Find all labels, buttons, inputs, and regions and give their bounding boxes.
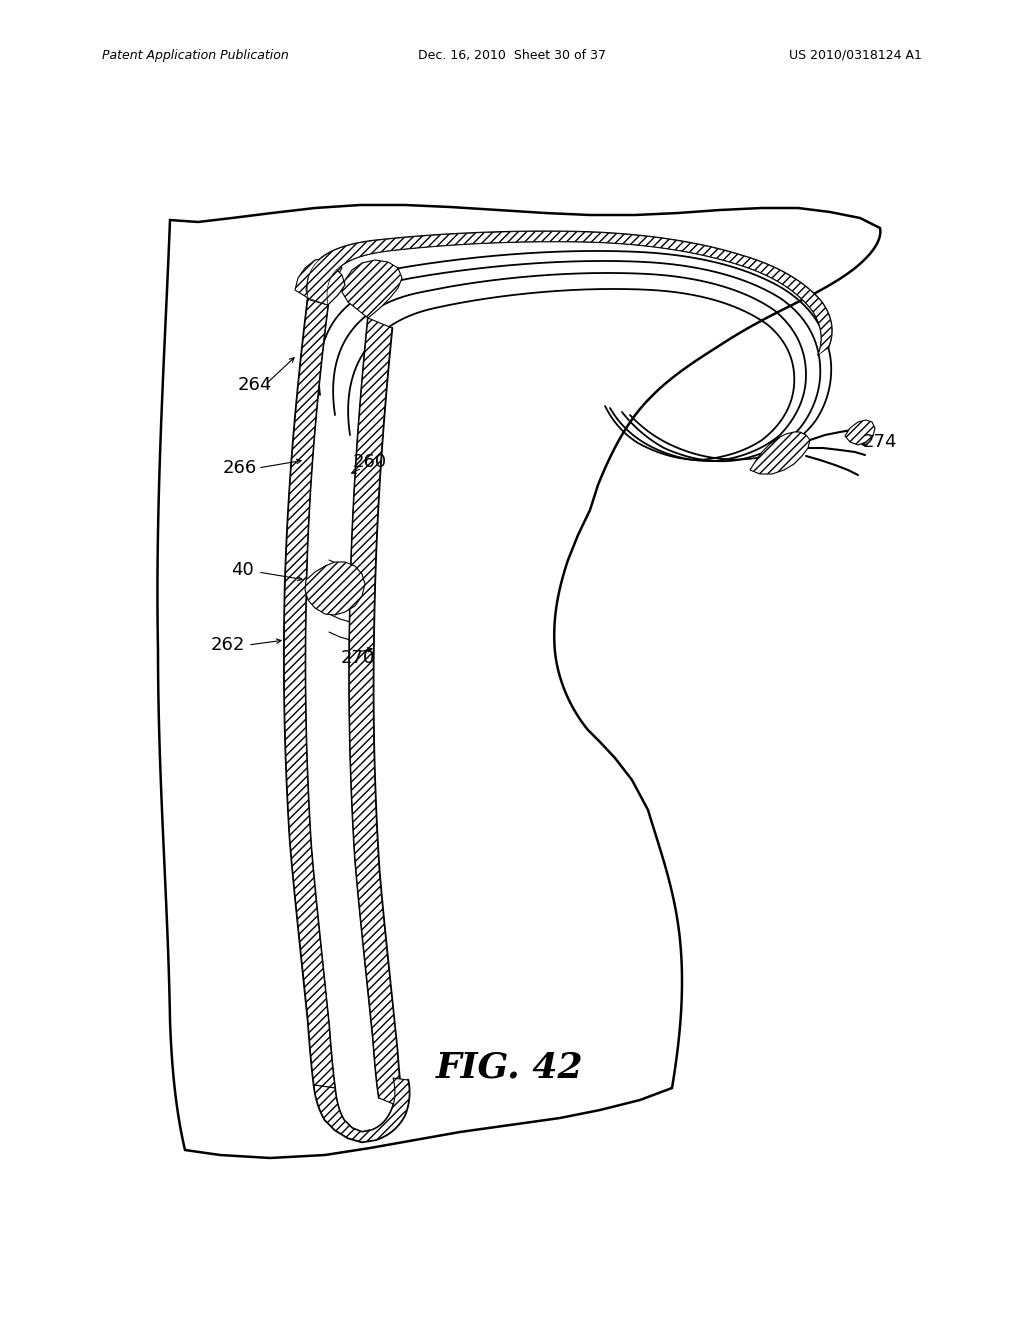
Polygon shape bbox=[342, 260, 402, 318]
Polygon shape bbox=[307, 231, 831, 355]
Polygon shape bbox=[349, 318, 403, 1107]
Polygon shape bbox=[285, 298, 335, 1088]
Polygon shape bbox=[295, 257, 342, 298]
Text: 262: 262 bbox=[211, 636, 245, 653]
Polygon shape bbox=[750, 432, 810, 474]
Polygon shape bbox=[306, 265, 345, 305]
Text: 264: 264 bbox=[238, 376, 272, 393]
Text: Dec. 16, 2010  Sheet 30 of 37: Dec. 16, 2010 Sheet 30 of 37 bbox=[418, 49, 606, 62]
Text: 260: 260 bbox=[353, 453, 387, 471]
Text: 266: 266 bbox=[223, 459, 257, 477]
Polygon shape bbox=[158, 205, 881, 1158]
Text: 40: 40 bbox=[230, 561, 253, 579]
Text: FIG. 42: FIG. 42 bbox=[436, 1051, 584, 1085]
Polygon shape bbox=[314, 1078, 410, 1142]
Text: Patent Application Publication: Patent Application Publication bbox=[102, 49, 289, 62]
Polygon shape bbox=[845, 420, 874, 445]
Text: 274: 274 bbox=[863, 433, 897, 451]
Text: 270: 270 bbox=[341, 649, 375, 667]
Polygon shape bbox=[305, 562, 365, 615]
Text: US 2010/0318124 A1: US 2010/0318124 A1 bbox=[790, 49, 922, 62]
